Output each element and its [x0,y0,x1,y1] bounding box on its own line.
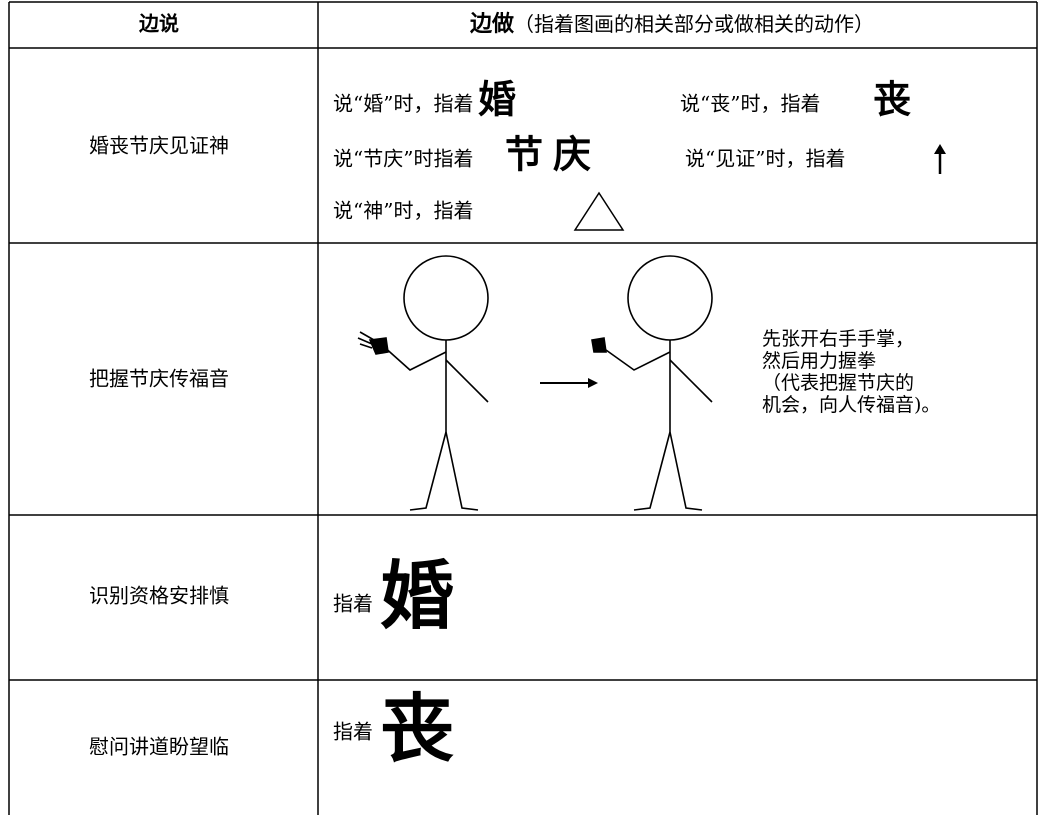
instruction: 说“婚”时，指着 [333,92,473,116]
caption: 机会，向人传福音)。 [762,394,940,416]
glyph: 婚 [478,77,516,122]
row-say: 婚丧节庆见证神 [89,134,229,158]
stick-figure-open-hand [357,255,489,511]
instruction: 说“节庆”时指着 [333,147,473,171]
up-arrow [934,144,946,174]
header-do-bold: 边做 [469,11,515,37]
glyph: 丧 [380,687,454,773]
table-borders [8,1,1038,815]
row-say: 把握节庆传福音 [89,367,229,391]
caption: 先张开右手手掌， [762,328,914,350]
instruction: 说“神”时，指着 [333,199,473,223]
row-say: 慰问讲道盼望临 [89,735,229,759]
right-arrow [540,378,598,388]
header-do-note: （指着图画的相关部分或做相关的动作） [514,12,874,36]
row-say: 识别资格安排慎 [89,584,229,608]
header-do: 边做（指着图画的相关部分或做相关的动作） [469,11,874,37]
stick-figure-fist [591,255,713,511]
glyph: 丧 [873,77,911,122]
caption: （代表把握节庆的 [762,372,914,394]
caption: 然后用力握拳 [762,350,876,372]
triangle [573,191,625,231]
instruction: 说“丧”时，指着 [680,92,820,116]
glyph: 婚 [380,554,454,640]
instruction: 指着 [333,720,373,744]
glyph: 节庆 [505,132,601,177]
instruction: 指着 [333,592,373,616]
header-say: 边说 [138,12,179,36]
instruction: 说“见证”时，指着 [685,147,845,171]
